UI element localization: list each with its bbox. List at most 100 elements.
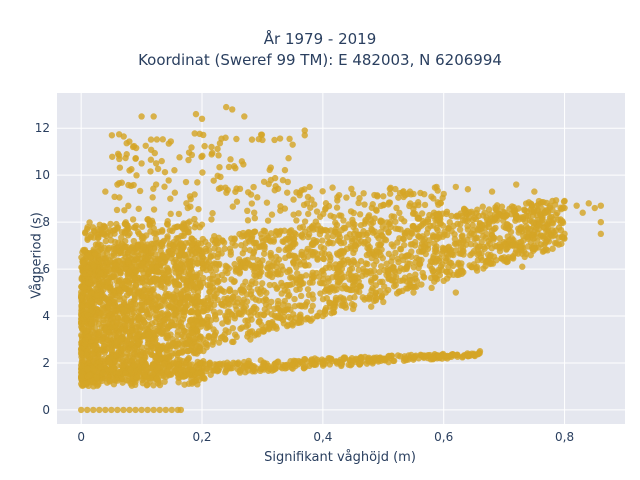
data-point <box>196 347 204 355</box>
data-point <box>334 197 341 204</box>
data-point <box>138 406 145 414</box>
data-point <box>520 237 527 244</box>
data-point <box>555 234 562 241</box>
data-point <box>216 140 224 147</box>
data-point <box>326 299 333 306</box>
data-point <box>187 203 194 210</box>
data-point <box>414 226 421 233</box>
data-point <box>291 252 298 260</box>
data-point <box>286 135 293 143</box>
data-point <box>211 260 218 267</box>
data-point <box>585 200 592 207</box>
data-point <box>153 136 161 143</box>
data-point <box>126 167 133 174</box>
data-point <box>154 165 162 173</box>
data-point <box>139 274 147 282</box>
data-point <box>162 406 169 414</box>
data-point <box>364 260 371 268</box>
data-point <box>175 312 182 320</box>
data-point <box>561 204 568 212</box>
data-point <box>360 190 367 197</box>
data-point <box>414 199 422 206</box>
data-point <box>401 353 408 360</box>
data-point <box>249 294 257 301</box>
data-point <box>150 206 158 213</box>
data-point <box>293 189 300 196</box>
y-tick-label: 8 <box>42 215 50 229</box>
data-point <box>380 193 387 200</box>
data-point <box>513 247 520 254</box>
data-point <box>573 202 580 209</box>
data-point <box>372 297 380 304</box>
data-point <box>376 268 383 276</box>
data-point <box>301 132 308 139</box>
data-point <box>396 209 403 217</box>
data-point <box>324 240 332 247</box>
data-point <box>436 231 443 238</box>
data-point <box>278 279 285 287</box>
data-point <box>158 157 165 165</box>
data-point <box>253 264 260 271</box>
data-point <box>130 237 138 245</box>
data-point <box>387 218 394 226</box>
data-point <box>439 222 447 229</box>
data-point <box>559 219 567 226</box>
data-point <box>304 193 312 201</box>
data-point <box>194 179 201 186</box>
data-point <box>410 353 417 361</box>
data-point <box>210 308 218 315</box>
data-point <box>96 221 104 228</box>
data-point <box>478 222 486 229</box>
data-point <box>113 206 121 214</box>
data-point <box>95 315 102 322</box>
data-point <box>187 282 195 290</box>
data-point <box>440 352 447 359</box>
data-point <box>348 185 355 193</box>
data-point <box>423 229 431 237</box>
data-point <box>388 241 395 248</box>
data-point <box>356 195 363 202</box>
data-point <box>77 373 85 381</box>
data-point <box>418 256 425 264</box>
data-point <box>188 329 195 336</box>
data-point <box>222 103 230 111</box>
data-point <box>319 237 326 244</box>
data-point <box>77 362 85 369</box>
x-axis-title: Signifikant våghöjd (m) <box>264 450 416 465</box>
data-point <box>485 206 493 213</box>
data-point <box>512 214 520 221</box>
data-point <box>251 228 259 235</box>
data-point <box>218 250 225 257</box>
data-point <box>430 252 437 260</box>
data-point <box>122 370 129 377</box>
data-point <box>144 216 151 223</box>
data-point <box>401 231 409 238</box>
data-point <box>248 288 255 295</box>
data-point <box>290 259 297 266</box>
data-point <box>264 217 272 224</box>
data-point <box>216 360 224 368</box>
data-point <box>77 369 85 376</box>
data-point <box>117 269 124 276</box>
data-point <box>122 315 130 322</box>
data-point <box>239 282 247 290</box>
data-point <box>133 332 141 339</box>
data-point <box>334 237 342 244</box>
data-point <box>195 205 202 213</box>
data-point <box>196 255 203 262</box>
data-point <box>493 202 501 209</box>
data-point <box>147 156 155 163</box>
data-point <box>394 255 401 263</box>
data-point <box>121 207 128 214</box>
data-point <box>439 261 446 268</box>
data-point <box>211 331 218 339</box>
data-point <box>231 331 239 338</box>
data-point <box>353 288 360 295</box>
data-point <box>205 258 213 266</box>
data-point <box>94 331 102 339</box>
data-point <box>244 317 252 324</box>
data-point <box>100 263 107 270</box>
data-point <box>597 230 605 238</box>
data-point <box>211 301 218 309</box>
